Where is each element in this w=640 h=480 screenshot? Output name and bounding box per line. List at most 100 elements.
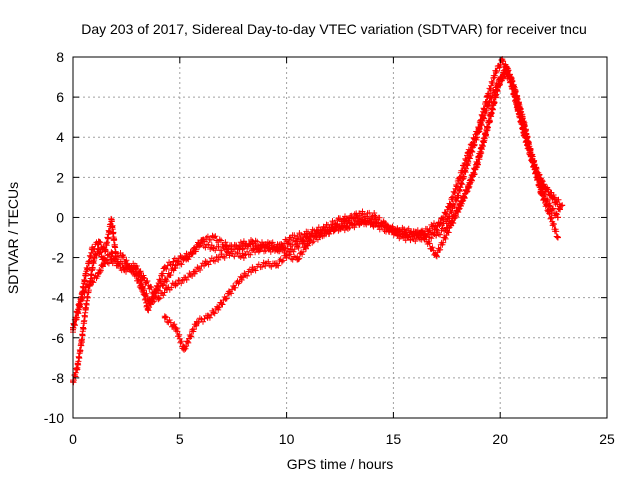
x-tick-label: 25 — [599, 431, 615, 447]
data-point — [181, 346, 188, 353]
x-tick-label: 10 — [279, 431, 295, 447]
data-point — [153, 286, 160, 293]
y-tick-label: -4 — [52, 290, 65, 306]
data-point — [548, 192, 555, 199]
data-point — [304, 240, 311, 247]
data-point — [119, 252, 126, 259]
data-point — [475, 154, 482, 161]
y-tick-label: -8 — [52, 370, 65, 386]
y-tick-label: -6 — [52, 330, 65, 346]
data-point — [163, 286, 170, 293]
x-axis-title: GPS time / hours — [287, 456, 394, 472]
data-point — [95, 270, 102, 277]
data-point — [172, 262, 179, 269]
data-point — [114, 262, 121, 269]
data-point — [76, 304, 83, 311]
data-point — [240, 252, 247, 259]
y-tick-label: 0 — [56, 209, 64, 225]
data-point — [356, 220, 363, 227]
data-point — [238, 274, 245, 281]
data-point — [503, 64, 510, 71]
y-axis: -10 -8 -6 -4 -2 0 2 4 6 8 — [44, 49, 607, 426]
data-point — [407, 236, 414, 243]
data-point — [356, 210, 363, 217]
data-point — [189, 250, 196, 257]
data-point — [433, 226, 440, 233]
data-point — [144, 306, 151, 313]
data-point — [181, 276, 188, 283]
data-point — [529, 158, 536, 165]
data-point — [172, 280, 179, 287]
data-point — [225, 290, 232, 297]
data-point — [287, 248, 294, 255]
data-point — [495, 82, 502, 89]
data-point — [330, 226, 337, 233]
data-point — [294, 256, 301, 263]
data-point — [208, 244, 215, 251]
data-point — [454, 208, 461, 215]
data-point — [112, 250, 119, 257]
y-tick-label: 2 — [56, 169, 64, 185]
data-point — [193, 318, 200, 325]
series-track-4 — [161, 64, 561, 353]
data-point — [492, 68, 499, 75]
plot-frame — [72, 56, 608, 419]
data-point — [287, 234, 294, 241]
y-tick-label: -2 — [52, 250, 65, 266]
data-point — [465, 158, 472, 165]
data-point — [465, 184, 472, 191]
data-point — [161, 278, 168, 285]
chart-title: Day 203 of 2017, Sidereal Day-to-day VTE… — [81, 21, 587, 37]
data-point — [283, 252, 290, 259]
data-point — [127, 266, 134, 273]
data-point — [554, 214, 561, 221]
data-point — [341, 218, 348, 225]
data-point — [249, 266, 256, 273]
data-point — [202, 260, 209, 267]
data-point — [394, 232, 401, 239]
y-tick-label: 4 — [56, 129, 64, 145]
data-point — [95, 238, 102, 245]
data-point — [121, 266, 128, 273]
data-point — [520, 130, 527, 137]
data-point — [537, 184, 544, 191]
data-point — [275, 246, 282, 253]
data-point — [512, 94, 519, 101]
data-point — [170, 258, 177, 265]
data-point — [430, 222, 437, 229]
data-point — [546, 202, 553, 209]
y-axis-title: SDTVAR / TECUs — [5, 182, 21, 294]
data-point — [82, 304, 89, 311]
data-point — [262, 242, 269, 249]
data-point — [486, 98, 493, 105]
data-point — [317, 232, 324, 239]
data-point — [369, 216, 376, 223]
data-point — [200, 236, 207, 243]
data-point — [172, 324, 179, 331]
data-point — [343, 224, 350, 231]
data-point — [161, 314, 168, 321]
data-point — [300, 238, 307, 245]
data-point — [74, 364, 81, 371]
data-point — [554, 234, 561, 241]
y-tick-label: -10 — [44, 410, 64, 426]
x-tick-label: 5 — [176, 431, 184, 447]
data-point — [420, 234, 427, 241]
data-point — [82, 270, 89, 277]
data-point — [78, 338, 85, 345]
data-point — [204, 314, 211, 321]
data-point — [559, 202, 566, 209]
data-point — [475, 128, 482, 135]
y-tick-label: 8 — [56, 49, 64, 65]
data-point — [215, 304, 222, 311]
data-point — [108, 216, 115, 223]
data-point — [161, 264, 168, 271]
data-point — [228, 250, 235, 257]
x-tick-label: 0 — [69, 431, 77, 447]
data-point — [486, 118, 493, 125]
data-point — [253, 246, 260, 253]
x-tick-label: 15 — [386, 431, 402, 447]
data-point — [454, 194, 461, 201]
data-point — [272, 262, 279, 269]
